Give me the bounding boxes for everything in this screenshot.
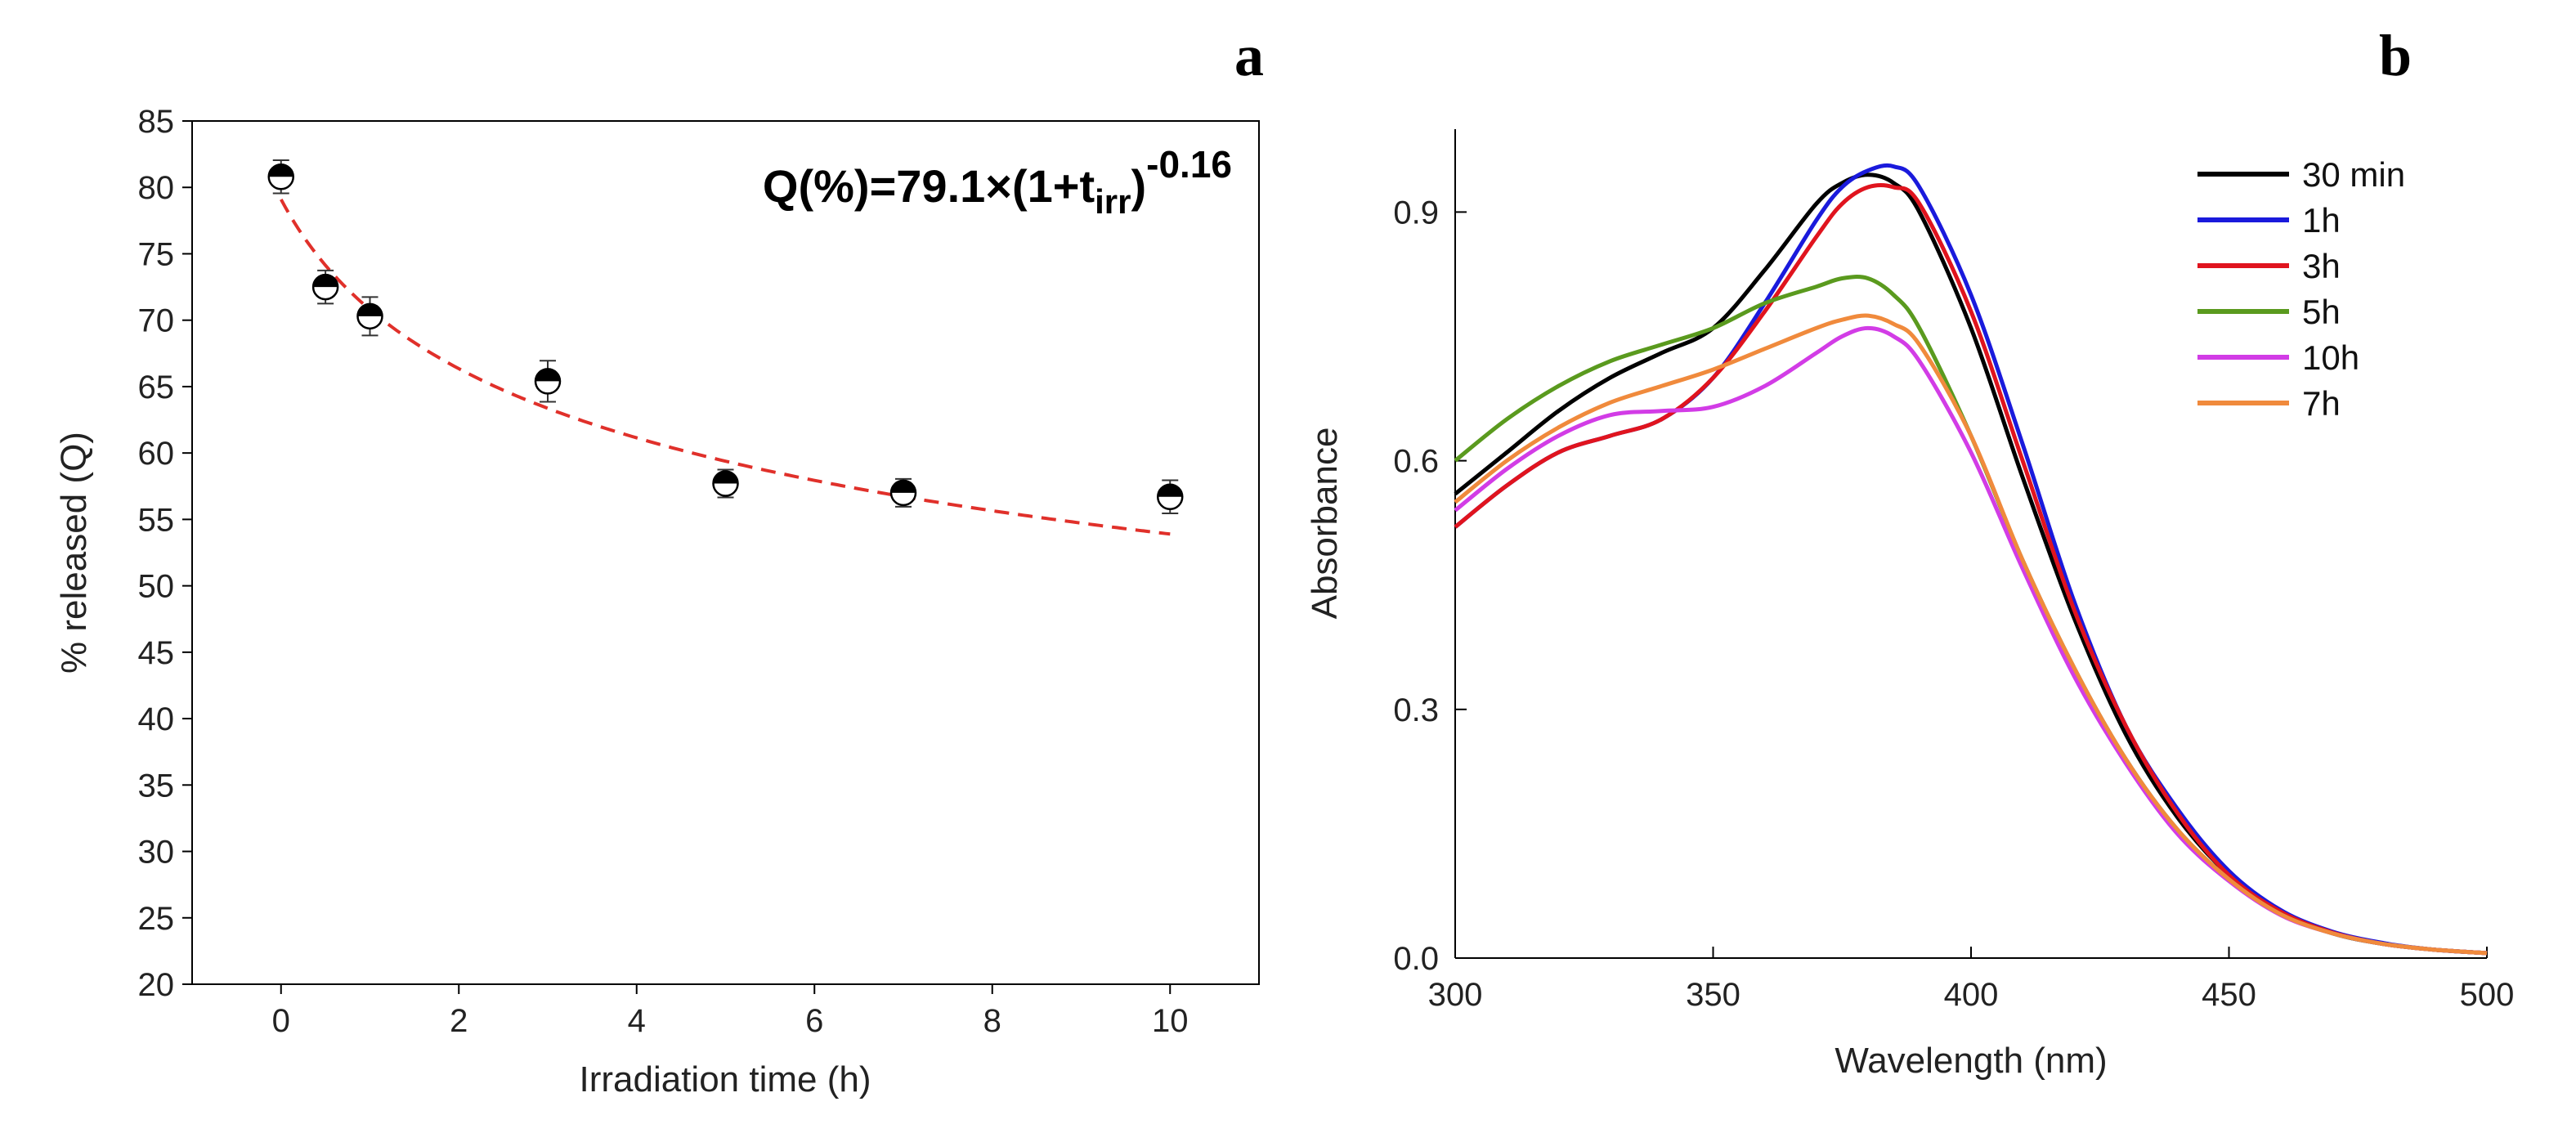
panel-b-letter: b: [2379, 23, 2412, 88]
legend-label: 3h: [2302, 247, 2341, 285]
y-tick-label: 70: [138, 303, 175, 339]
x-tick-label: 4: [628, 1003, 646, 1039]
panel-b-chart: 0.0 0.3 0.6 0.9 300 350 400 450 500 30 min 1h 3h 5…: [1305, 129, 2514, 1081]
panel-b-legend: 30 min 1h 3h 5h 10h 7h: [2197, 155, 2405, 423]
y-tick-label: 0.6: [1393, 444, 1439, 480]
y-tick-label: 80: [138, 170, 175, 206]
x-tick-label: 400: [1944, 977, 1999, 1013]
legend-entry: 1h: [2197, 201, 2341, 240]
marker-half-fill: [268, 164, 293, 177]
y-tick-label: 30: [138, 835, 175, 871]
x-tick-label: 10: [1152, 1003, 1189, 1039]
y-tick-label: 0.0: [1393, 941, 1439, 977]
legend-label: 30 min: [2302, 155, 2405, 194]
panel-b-series-lines: [1454, 163, 2488, 956]
panel-a-letter: a: [1234, 23, 1264, 88]
marker-half-fill: [891, 480, 916, 493]
marker-half-fill: [535, 369, 560, 382]
marker-half-fill: [713, 471, 738, 484]
legend-entry: 3h: [2197, 247, 2341, 285]
panel-a-x-axis-title: Irradiation time (h): [579, 1059, 871, 1099]
series-line: [1454, 182, 2488, 956]
y-tick-label: 35: [138, 768, 175, 804]
panel-b-x-axis-title: Wavelength (nm): [1835, 1041, 2107, 1081]
equation-superscript: -0.16: [1146, 143, 1232, 186]
legend-entry: 30 min: [2197, 155, 2405, 194]
legend-entry: 10h: [2197, 338, 2359, 377]
legend-label: 5h: [2302, 293, 2341, 331]
panel-b-x-axis: 300 350 400 450 500: [1428, 947, 2515, 1013]
marker-half-fill: [313, 275, 338, 288]
x-tick-label: 6: [805, 1003, 823, 1039]
legend-entry: 5h: [2197, 293, 2341, 331]
panel-a-plot-frame: [191, 120, 1260, 985]
y-tick-label: 45: [138, 635, 175, 671]
x-tick-label: 350: [1686, 977, 1740, 1013]
y-tick-label: 55: [138, 502, 175, 538]
panel-a-y-axis-title: % released (Q): [54, 432, 94, 674]
x-tick-label: 500: [2460, 977, 2515, 1013]
marker-half-fill: [1158, 484, 1183, 497]
equation-subscript: irr: [1095, 182, 1131, 221]
x-tick-label: 2: [450, 1003, 468, 1039]
x-tick-label: 8: [983, 1003, 1001, 1039]
series-line: [1454, 313, 2488, 956]
y-tick-label: 25: [138, 901, 175, 937]
x-tick-label: 300: [1428, 977, 1483, 1013]
panel-a-fit-curve-group: [280, 198, 1171, 536]
data-point: [311, 269, 339, 305]
panel-b-y-axis-title: Absorbance: [1305, 428, 1345, 620]
panel-a-fit-equation: Q(%)=79.1×(1+tirr)-0.16: [763, 143, 1232, 221]
panel-a-y-axis: 20 25 30 35 40 45 50 55 60 65 70 75 80 85: [138, 104, 192, 1003]
panel-a-data-points: [267, 159, 1184, 515]
data-point: [534, 360, 562, 403]
y-tick-label: 65: [138, 369, 175, 405]
x-tick-label: 450: [2202, 977, 2256, 1013]
legend-label: 7h: [2302, 384, 2341, 423]
legend-label: 1h: [2302, 201, 2341, 240]
y-tick-label: 60: [138, 436, 175, 472]
x-tick-label: 0: [272, 1003, 290, 1039]
data-point: [267, 159, 294, 195]
fit-curve: [280, 198, 1171, 536]
equation-suffix: ): [1131, 160, 1146, 212]
data-point: [889, 477, 917, 508]
panel-a-chart: 20 25 30 35 40 45 50 55 60 65 70 75 80 85 0 2 4 6 8 10 Irr…: [54, 104, 1260, 1099]
marker-half-fill: [357, 303, 383, 316]
legend-entry: 7h: [2197, 384, 2341, 423]
data-point: [712, 468, 739, 499]
panel-a-x-axis: 0 2 4 6 8 10: [272, 984, 1189, 1039]
y-tick-label: 40: [138, 701, 175, 737]
y-tick-label: 75: [138, 236, 175, 272]
y-tick-label: 0.9: [1393, 195, 1439, 231]
y-tick-label: 50: [138, 569, 175, 605]
y-tick-label: 20: [138, 967, 175, 1003]
equation-prefix: Q(%)=79.1×(1+t: [763, 160, 1095, 212]
y-tick-label: 85: [138, 104, 175, 140]
panel-b-y-axis: 0.0 0.3 0.6 0.9: [1393, 195, 1467, 977]
data-point: [356, 296, 383, 337]
y-tick-label: 0.3: [1393, 692, 1439, 728]
data-point: [1157, 479, 1184, 515]
legend-label: 10h: [2302, 338, 2359, 377]
